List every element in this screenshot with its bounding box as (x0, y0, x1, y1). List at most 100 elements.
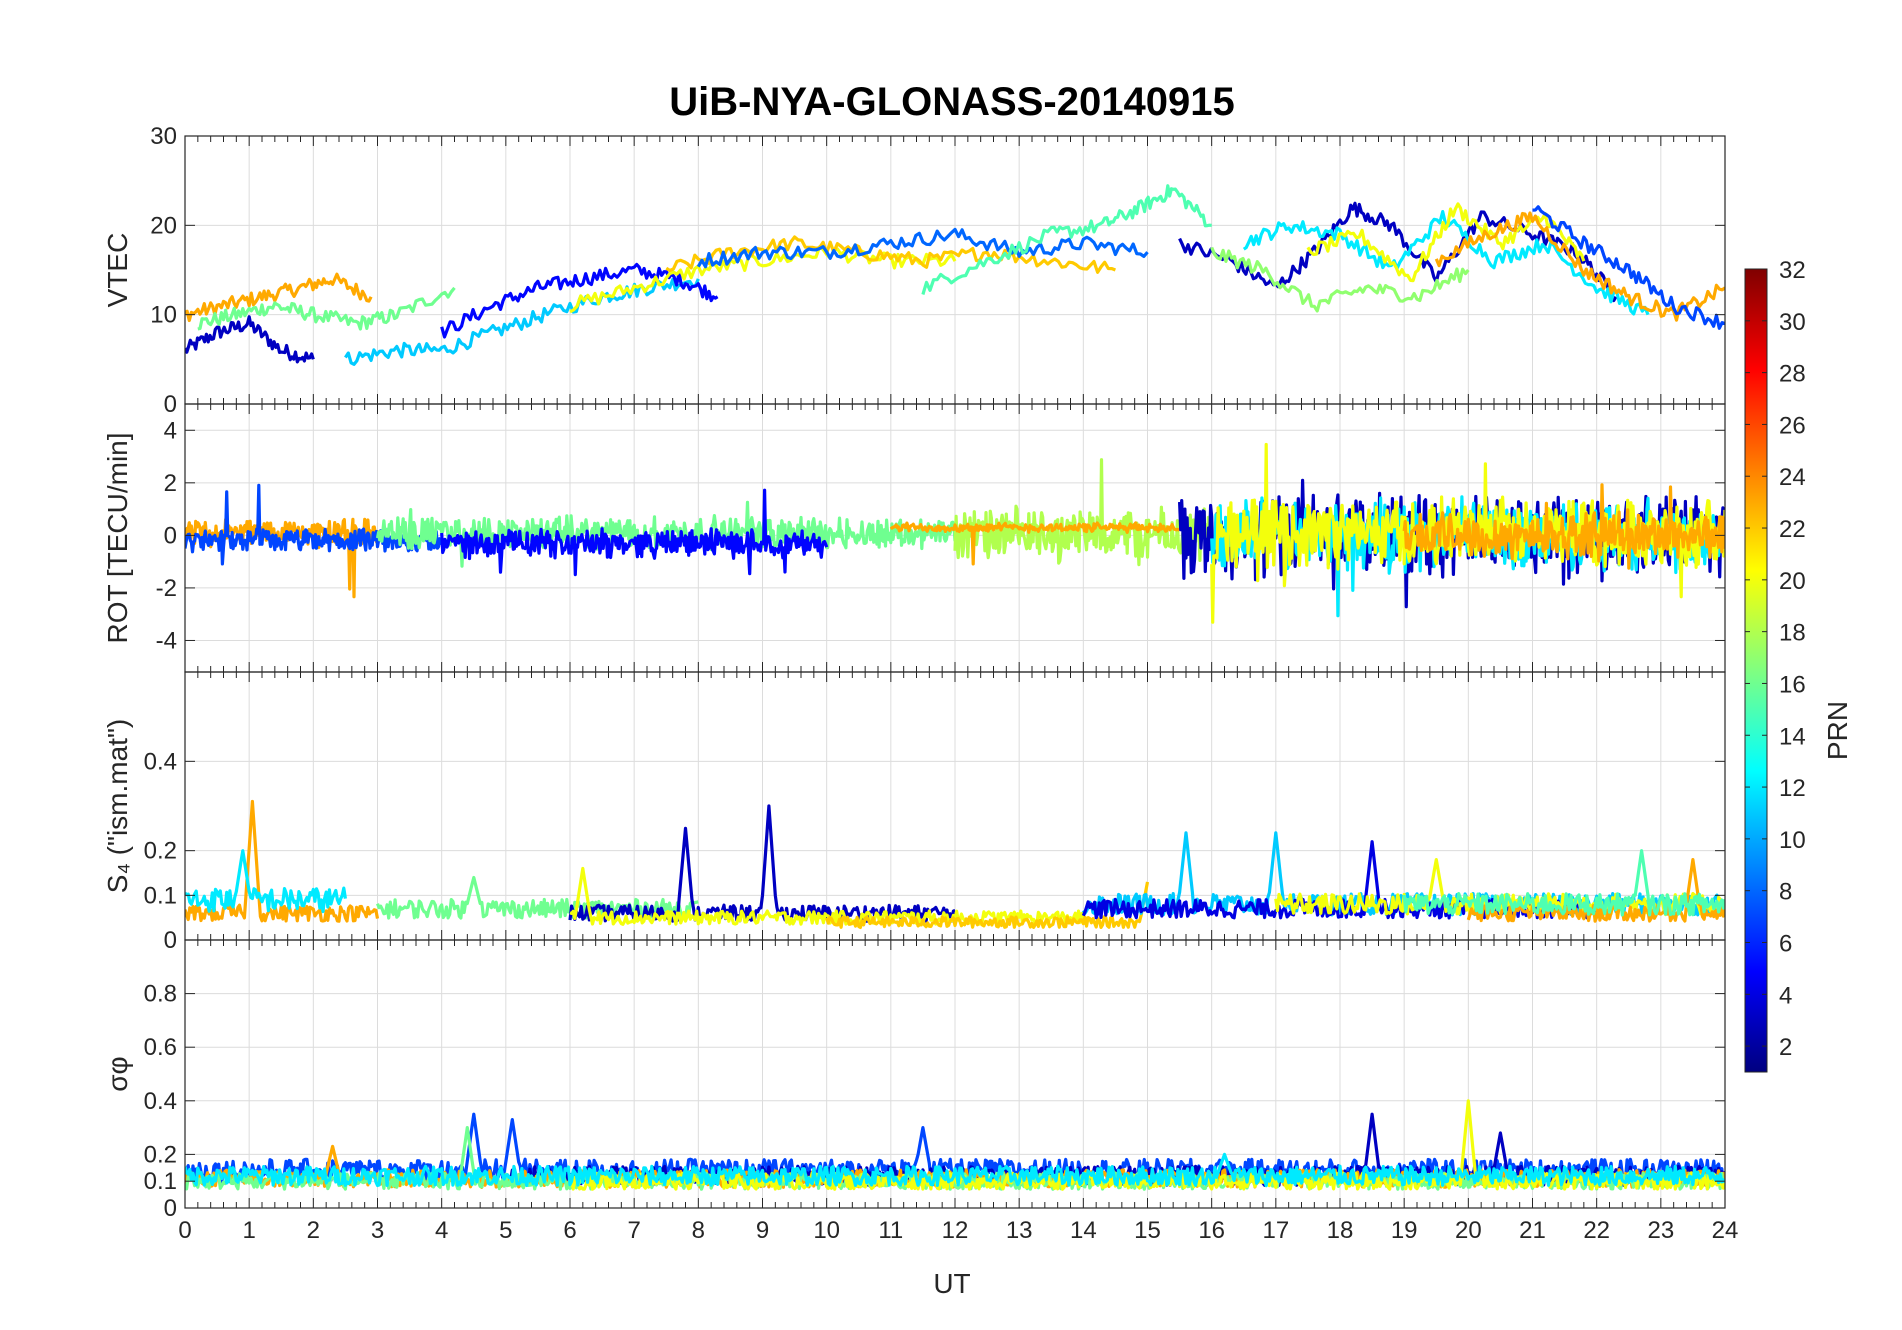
colorbar-tick-label: 22 (1779, 516, 1806, 543)
x-tick-label: 19 (1391, 1217, 1418, 1244)
series-line-prn-22 (825, 881, 1150, 929)
series-line-prn-16 (197, 286, 456, 331)
series-line-prn-23 (1466, 858, 1725, 923)
x-tick-label: 21 (1519, 1217, 1546, 1244)
y-tick-label: 0.4 (144, 748, 177, 775)
series-line-prn-15 (1402, 849, 1725, 917)
y-tick-label: 0.8 (144, 981, 177, 1008)
x-tick-label: 12 (942, 1217, 969, 1244)
series-line-prn-12 (185, 849, 347, 914)
panel-sigma_phi: 00.10.2 0.4 0.6 0.8 σφ (102, 939, 1726, 1222)
y-axis-label: VTEC (102, 233, 133, 308)
x-tick-label: 20 (1455, 1217, 1482, 1244)
series-line-prn-3 (1178, 201, 1618, 303)
series-group (185, 1099, 1725, 1191)
colorbar-tick-label: 8 (1779, 879, 1792, 906)
colorbar-label: PRN (1822, 701, 1853, 760)
colorbar-scale (1744, 268, 1768, 1073)
x-tick-label: 8 (692, 1217, 705, 1244)
series-line-prn-3 (185, 315, 315, 364)
series-line-prn-8 (696, 227, 1149, 269)
y-tick-label: 30 (150, 123, 177, 150)
x-tick-label: 7 (627, 1217, 640, 1244)
y-tick-label: 10 (150, 302, 177, 329)
series-line-prn-23 (889, 521, 1181, 566)
y-tick-label: 2 (164, 470, 177, 497)
y-tick-label: 20 (150, 212, 177, 239)
x-tick-label: 1 (242, 1217, 255, 1244)
colorbar-tick-label: 18 (1779, 620, 1806, 647)
y-tick-label: 0.1 (144, 1168, 177, 1195)
y-tick-label: 0 (164, 927, 177, 954)
y-tick-label: 0.2 (144, 838, 177, 865)
series-line-prn-12 (185, 1152, 1725, 1188)
y-tick-label: 0.6 (144, 1034, 177, 1061)
y-tick-label: -4 (156, 627, 177, 654)
colorbar-tick-label: 14 (1779, 723, 1806, 750)
chart-title: UiB-NYA-GLONASS-20140915 (669, 80, 1234, 124)
colorbar-tick-label: 30 (1779, 309, 1806, 336)
y-tick-label: 0.2 (144, 1141, 177, 1168)
series-line-prn-20 (569, 245, 957, 314)
series-line-prn-23 (1402, 483, 1725, 570)
y-axis-label: ROT [TECU/min] (102, 432, 133, 643)
x-tick-label: 16 (1198, 1217, 1225, 1244)
x-tick-label: 15 (1134, 1217, 1161, 1244)
x-tick-label: 6 (563, 1217, 576, 1244)
y-tick-label: -2 (156, 575, 177, 602)
series-line-prn-23 (185, 272, 373, 323)
y-axis-label: S₄ ("ism.mat") (102, 719, 133, 893)
x-tick-label: 5 (499, 1217, 512, 1244)
series-line-prn-17 (1210, 246, 1470, 313)
series-group (185, 799, 1725, 929)
x-tick-label: 22 (1583, 1217, 1610, 1244)
x-axis-label: UT (933, 1268, 970, 1299)
series-line-prn-15 (921, 184, 1212, 295)
colorbar-tick-label: 4 (1779, 982, 1792, 1009)
colorbar-tick-label: 6 (1779, 930, 1792, 957)
y-tick-label: 0.1 (144, 882, 177, 909)
x-tick-label: 14 (1070, 1217, 1097, 1244)
colorbar-tick-label: 16 (1779, 671, 1806, 698)
x-tick-label: 18 (1327, 1217, 1354, 1244)
x-tick-label: 24 (1712, 1217, 1739, 1244)
series-line-prn-20 (569, 866, 1085, 926)
panel-vtec: 0 10 20 30 VTEC (102, 123, 1726, 418)
x-tick-label: 23 (1647, 1217, 1674, 1244)
x-tick-label: 17 (1262, 1217, 1289, 1244)
series-group (185, 442, 1725, 624)
colorbar-tick-label: 32 (1779, 257, 1806, 284)
y-tick-label: 4 (164, 417, 177, 444)
y-tick-label: 0 (164, 1195, 177, 1222)
x-tick-label: 13 (1006, 1217, 1033, 1244)
y-tick-label: 0.4 (144, 1088, 177, 1115)
x-tick-label: 11 (878, 1217, 903, 1244)
series-line-prn-22 (665, 235, 1116, 274)
series-line-prn-5 (440, 488, 829, 577)
x-tick-label: 0 (178, 1217, 191, 1244)
colorbar-tick-label: 28 (1779, 361, 1806, 388)
y-tick-label: 0 (164, 522, 177, 549)
colorbar-tick-label: 26 (1779, 412, 1806, 439)
colorbar-tick-label: 12 (1779, 775, 1806, 802)
x-tick-label: 10 (813, 1217, 840, 1244)
series-line-prn-12 (1242, 210, 1650, 316)
x-tick-label: 3 (371, 1217, 384, 1244)
x-tick-label: 4 (435, 1217, 448, 1244)
colorbar-tick-label: 2 (1779, 1034, 1792, 1061)
panel-rot: -4 -2 0 2 4 ROT [TECU/min] (102, 403, 1726, 673)
y-axis-label: σφ (102, 1056, 133, 1091)
colorbar-tick-label: 24 (1779, 464, 1806, 491)
y-tick-label: 0 (164, 391, 177, 418)
colorbar-tick-label: 10 (1779, 827, 1806, 854)
series-group (185, 184, 1725, 366)
series-line-prn-7 (1532, 205, 1725, 330)
colorbar-tick-label: 20 (1779, 568, 1806, 595)
x-tick-label: 9 (756, 1217, 769, 1244)
x-tick-label: 2 (307, 1217, 320, 1244)
series-line-prn-23 (185, 517, 380, 599)
series-line-prn-7 (185, 483, 444, 566)
